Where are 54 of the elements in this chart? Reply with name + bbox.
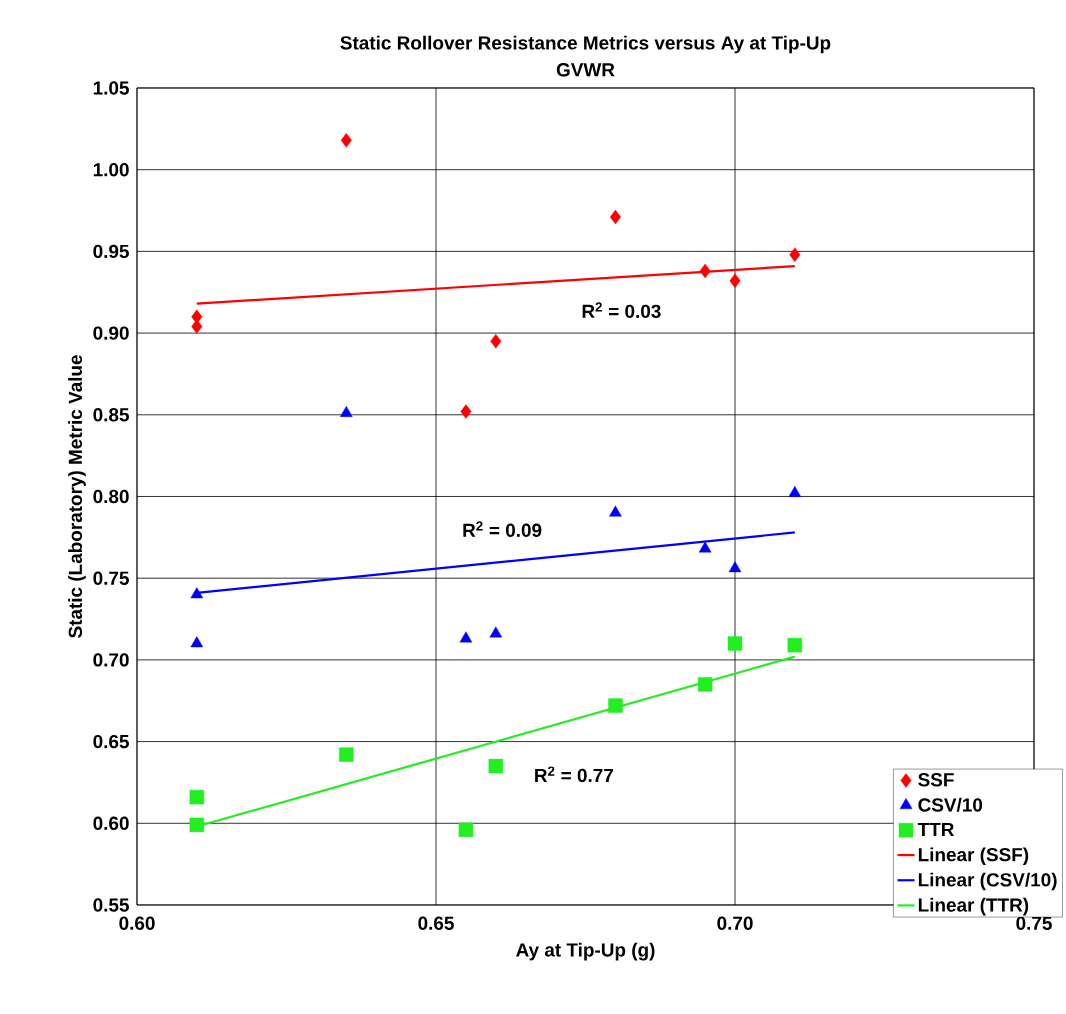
point — [608, 698, 623, 713]
y-tick-label: 0.65 — [93, 734, 129, 749]
y-tick-label: 0.95 — [93, 244, 129, 259]
y-axis-title: Static (Laboratory) Metric Value — [68, 355, 86, 638]
x-axis-title: Ay at Tip-Up (g) — [516, 942, 655, 961]
chart-title: Static Rollover Resistance Metrics versus Ay at Tip-Up — [340, 35, 831, 54]
point — [727, 636, 743, 651]
legend-label: TTR — [917, 822, 955, 836]
y-tick-label: 0.85 — [93, 408, 129, 422]
legend-label: CSV/10 — [918, 797, 983, 812]
point — [488, 758, 504, 774]
y-tick-label: 1.05 — [93, 81, 129, 95]
annotation: R$^{2}$ = 0.03 — [582, 302, 661, 319]
point — [728, 561, 742, 573]
x-tick-label: 0.65 — [418, 916, 454, 930]
x-tick-label: 0.70 — [717, 916, 753, 930]
x-tick-label: 0.60 — [119, 916, 155, 930]
point — [460, 404, 472, 419]
point — [609, 209, 621, 225]
y-tick-label: 0.80 — [93, 489, 129, 504]
point — [191, 319, 203, 334]
point — [189, 789, 205, 805]
point — [789, 247, 801, 262]
point — [339, 747, 354, 762]
point — [490, 334, 502, 349]
point — [459, 631, 473, 643]
point — [729, 273, 741, 288]
point — [190, 636, 204, 648]
legend-label: Linear (TTR) — [918, 897, 1029, 916]
point — [190, 587, 204, 599]
point — [698, 541, 712, 553]
chart-subtitle: GVWR — [556, 63, 615, 77]
y-tick-label: 1.00 — [93, 162, 129, 177]
point — [340, 133, 352, 148]
legend-label: Linear (SSF) — [918, 847, 1029, 866]
point — [787, 637, 803, 653]
point — [458, 822, 474, 838]
legend-label: Linear (CSV/10) — [918, 872, 1057, 891]
point — [340, 405, 353, 417]
point — [697, 677, 713, 692]
y-tick-label: 0.75 — [93, 571, 129, 585]
annotation: R$^{2}$ = 0.77 — [535, 766, 613, 783]
point — [788, 486, 802, 497]
point — [699, 263, 711, 279]
point — [609, 505, 622, 517]
point — [189, 817, 205, 833]
point — [489, 626, 503, 638]
y-tick-label: 0.90 — [93, 326, 129, 340]
x-tick-label: 0.75 — [1016, 916, 1052, 930]
y-tick-label: 0.55 — [93, 898, 129, 912]
legend-label: SSF — [918, 773, 954, 787]
annotation: R$^{2}$ = 0.09 — [463, 521, 542, 537]
y-tick-label: 0.70 — [93, 653, 129, 667]
y-tick-label: 0.60 — [93, 816, 129, 830]
